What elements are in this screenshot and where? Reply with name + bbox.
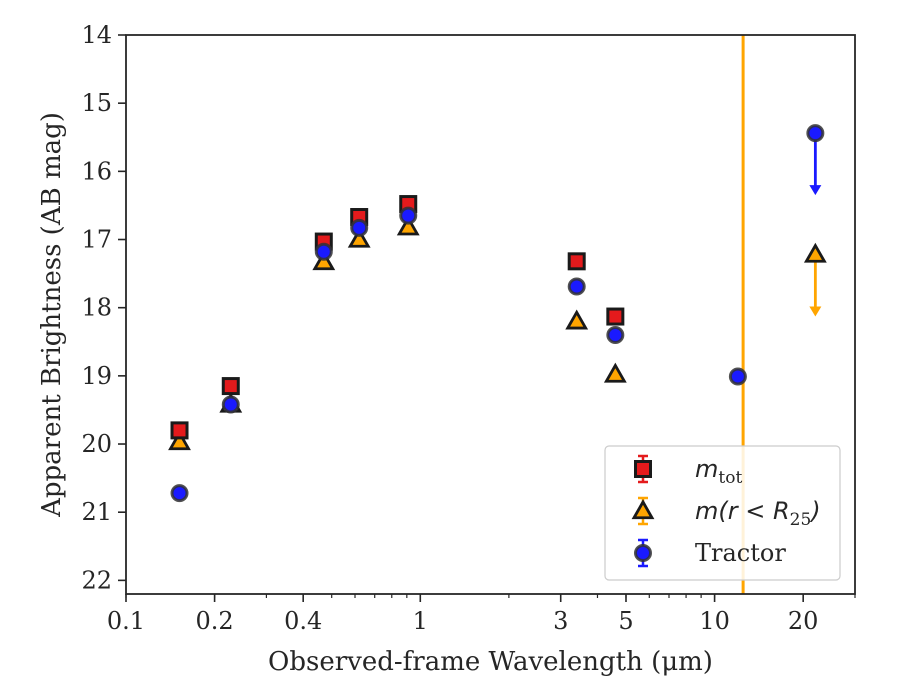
upper-limit-arrow-head <box>809 185 822 196</box>
legend-label-tractor: Tractor <box>695 539 786 567</box>
mtot-point <box>221 377 240 396</box>
legend-label-tail: ) <box>809 497 820 525</box>
legend-label-sub: 25 <box>790 510 812 530</box>
x-tick-label: 1 <box>413 607 428 635</box>
legend-entry-mr25: m(r < R25) <box>631 496 821 530</box>
y-tick-label: 18 <box>81 294 112 322</box>
tractor-point <box>314 242 333 261</box>
mr25-point <box>396 215 420 236</box>
y-tick-label: 14 <box>81 21 112 49</box>
chart-marks <box>168 35 827 594</box>
tractor-point <box>399 206 418 225</box>
y-tick-label: 17 <box>81 226 112 254</box>
tractor-point <box>806 124 825 143</box>
x-tick-label: 0.1 <box>107 607 145 635</box>
y-axis-label: Apparent Brightness (AB mag) <box>37 112 67 518</box>
legend-entry-mtot: mtot <box>634 454 742 488</box>
mr25-point <box>565 309 589 330</box>
mtot-point <box>170 421 189 440</box>
y-tick-label: 19 <box>81 362 112 390</box>
x-axis-label: Observed-frame Wavelength (μm) <box>268 647 713 677</box>
legend-entry-tractor: Tractor <box>634 538 786 568</box>
tractor-point <box>350 218 369 237</box>
y-tick-label: 15 <box>81 89 112 117</box>
legend: mtot m(r < R25) Tractor <box>604 445 841 581</box>
mtot-point <box>606 307 625 326</box>
tractor-point <box>221 395 240 414</box>
x-tick-label: 3 <box>553 607 568 635</box>
x-tick-label: 10 <box>699 607 730 635</box>
mr25-point <box>603 362 627 383</box>
legend-label-main: m(r < R <box>695 497 790 525</box>
mr25-point <box>312 250 336 271</box>
mr25-point <box>347 227 371 248</box>
tractor-point <box>606 325 625 344</box>
y-tick-label: 22 <box>81 566 112 594</box>
tractor-point <box>728 367 747 386</box>
legend-marker-mtot <box>634 460 652 478</box>
y-axis-ticks: 14 15 16 17 18 19 20 21 22 <box>81 21 126 594</box>
tractor-series <box>170 124 825 503</box>
plot-frame <box>125 34 856 595</box>
legend-marker-tractor <box>634 544 652 562</box>
tractor-point <box>170 484 189 503</box>
legend-box <box>604 445 841 581</box>
y-tick-label: 21 <box>81 498 112 526</box>
x-tick-label: 20 <box>788 607 819 635</box>
mr25-point <box>168 430 191 451</box>
mtot-point <box>567 252 586 271</box>
y-tick-label: 20 <box>81 430 112 458</box>
x-tick-label: 0.2 <box>196 607 234 635</box>
legend-label-mr25: m(r < R25) <box>695 497 821 530</box>
upper-limit-arrow-head <box>809 306 822 317</box>
tractor-point <box>567 277 586 296</box>
legend-label-sub: tot <box>718 468 742 488</box>
y-tick-label: 16 <box>81 157 112 185</box>
x-axis-ticks: 0.1 0.2 0.4 1 3 5 10 20 <box>107 594 856 635</box>
x-tick-label: 5 <box>618 607 633 635</box>
mr25-point <box>803 242 827 263</box>
x-tick-label: 0.4 <box>284 607 322 635</box>
legend-label-main: m <box>695 455 718 483</box>
legend-marker-mr25 <box>631 499 655 520</box>
legend-label-mtot: mtot <box>695 455 742 488</box>
